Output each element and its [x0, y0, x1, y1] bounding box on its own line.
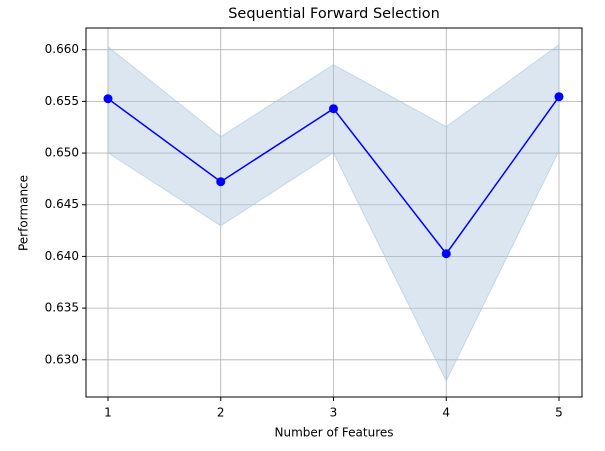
- y-tick-label: 0.655: [45, 94, 79, 108]
- y-tick-label: 0.660: [45, 42, 79, 56]
- x-tick-label: 3: [330, 406, 338, 420]
- y-axis-label: Performance: [17, 175, 31, 251]
- x-tick-label: 1: [104, 406, 112, 420]
- error-band: [107, 43, 560, 382]
- y-tick-label: 0.630: [45, 352, 79, 366]
- plot-frame: [85, 27, 583, 398]
- chart-title: Sequential Forward Selection: [228, 6, 440, 22]
- x-tick-label: 2: [217, 406, 225, 420]
- x-tick-label: 5: [555, 406, 563, 420]
- marker: [216, 177, 226, 187]
- x-axis-label: Number of Features: [275, 426, 394, 440]
- marker: [554, 92, 564, 102]
- y-tick-label: 0.640: [45, 249, 79, 263]
- x-tick-label: 4: [442, 406, 450, 420]
- marker: [441, 249, 451, 259]
- y-tick-label: 0.650: [45, 146, 79, 160]
- marker: [103, 94, 113, 104]
- marker: [328, 104, 338, 114]
- y-tick-label: 0.645: [45, 197, 79, 211]
- y-tick-label: 0.635: [45, 301, 79, 315]
